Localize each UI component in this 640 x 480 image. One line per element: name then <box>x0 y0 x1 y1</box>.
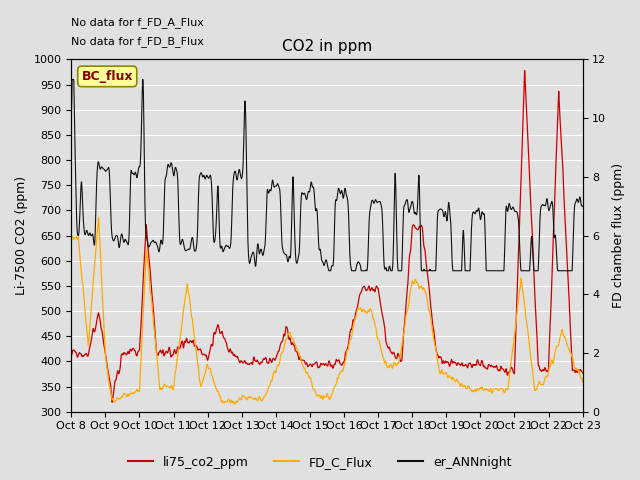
Legend: li75_co2_ppm, FD_C_Flux, er_ANNnight: li75_co2_ppm, FD_C_Flux, er_ANNnight <box>124 451 516 474</box>
li75_co2_ppm <box>67 353 75 359</box>
Line: li75_co2_ppm: li75_co2_ppm <box>71 71 582 402</box>
er_ANNnight <box>569 247 577 252</box>
li75_co2_ppm <box>514 269 522 275</box>
li75_co2_ppm <box>569 367 577 373</box>
FD_C_Flux <box>126 391 134 397</box>
FD_C_Flux <box>569 356 577 362</box>
li75_co2_ppm <box>286 336 294 341</box>
Line: FD_C_Flux: FD_C_Flux <box>71 217 582 404</box>
er_ANNnight <box>156 242 164 248</box>
li75_co2_ppm <box>156 348 164 353</box>
er_ANNnight <box>67 115 75 121</box>
li75_co2_ppm <box>126 348 134 354</box>
li75_co2_ppm <box>521 68 529 73</box>
FD_C_Flux <box>264 386 271 392</box>
Text: No data for f_FD_A_Flux: No data for f_FD_A_Flux <box>71 17 204 28</box>
er_ANNnight <box>68 77 76 83</box>
Title: CO2 in ppm: CO2 in ppm <box>282 39 372 54</box>
FD_C_Flux <box>67 234 75 240</box>
FD_C_Flux <box>286 330 294 336</box>
er_ANNnight <box>514 213 522 218</box>
er_ANNnight <box>286 254 294 260</box>
FD_C_Flux <box>156 386 164 392</box>
FD_C_Flux <box>514 302 522 308</box>
li75_co2_ppm <box>264 360 271 366</box>
li75_co2_ppm <box>108 399 116 405</box>
FD_C_Flux <box>579 379 586 384</box>
Y-axis label: Li-7500 CO2 (ppm): Li-7500 CO2 (ppm) <box>15 176 28 295</box>
er_ANNnight <box>126 208 134 214</box>
li75_co2_ppm <box>579 370 586 375</box>
er_ANNnight <box>325 268 333 274</box>
FD_C_Flux <box>95 214 102 220</box>
er_ANNnight <box>264 187 271 192</box>
Text: No data for f_FD_B_Flux: No data for f_FD_B_Flux <box>71 36 204 48</box>
Line: er_ANNnight: er_ANNnight <box>71 80 582 271</box>
Text: BC_flux: BC_flux <box>81 70 133 83</box>
er_ANNnight <box>579 203 586 209</box>
Y-axis label: FD chamber flux (ppm): FD chamber flux (ppm) <box>612 163 625 308</box>
FD_C_Flux <box>230 401 238 407</box>
